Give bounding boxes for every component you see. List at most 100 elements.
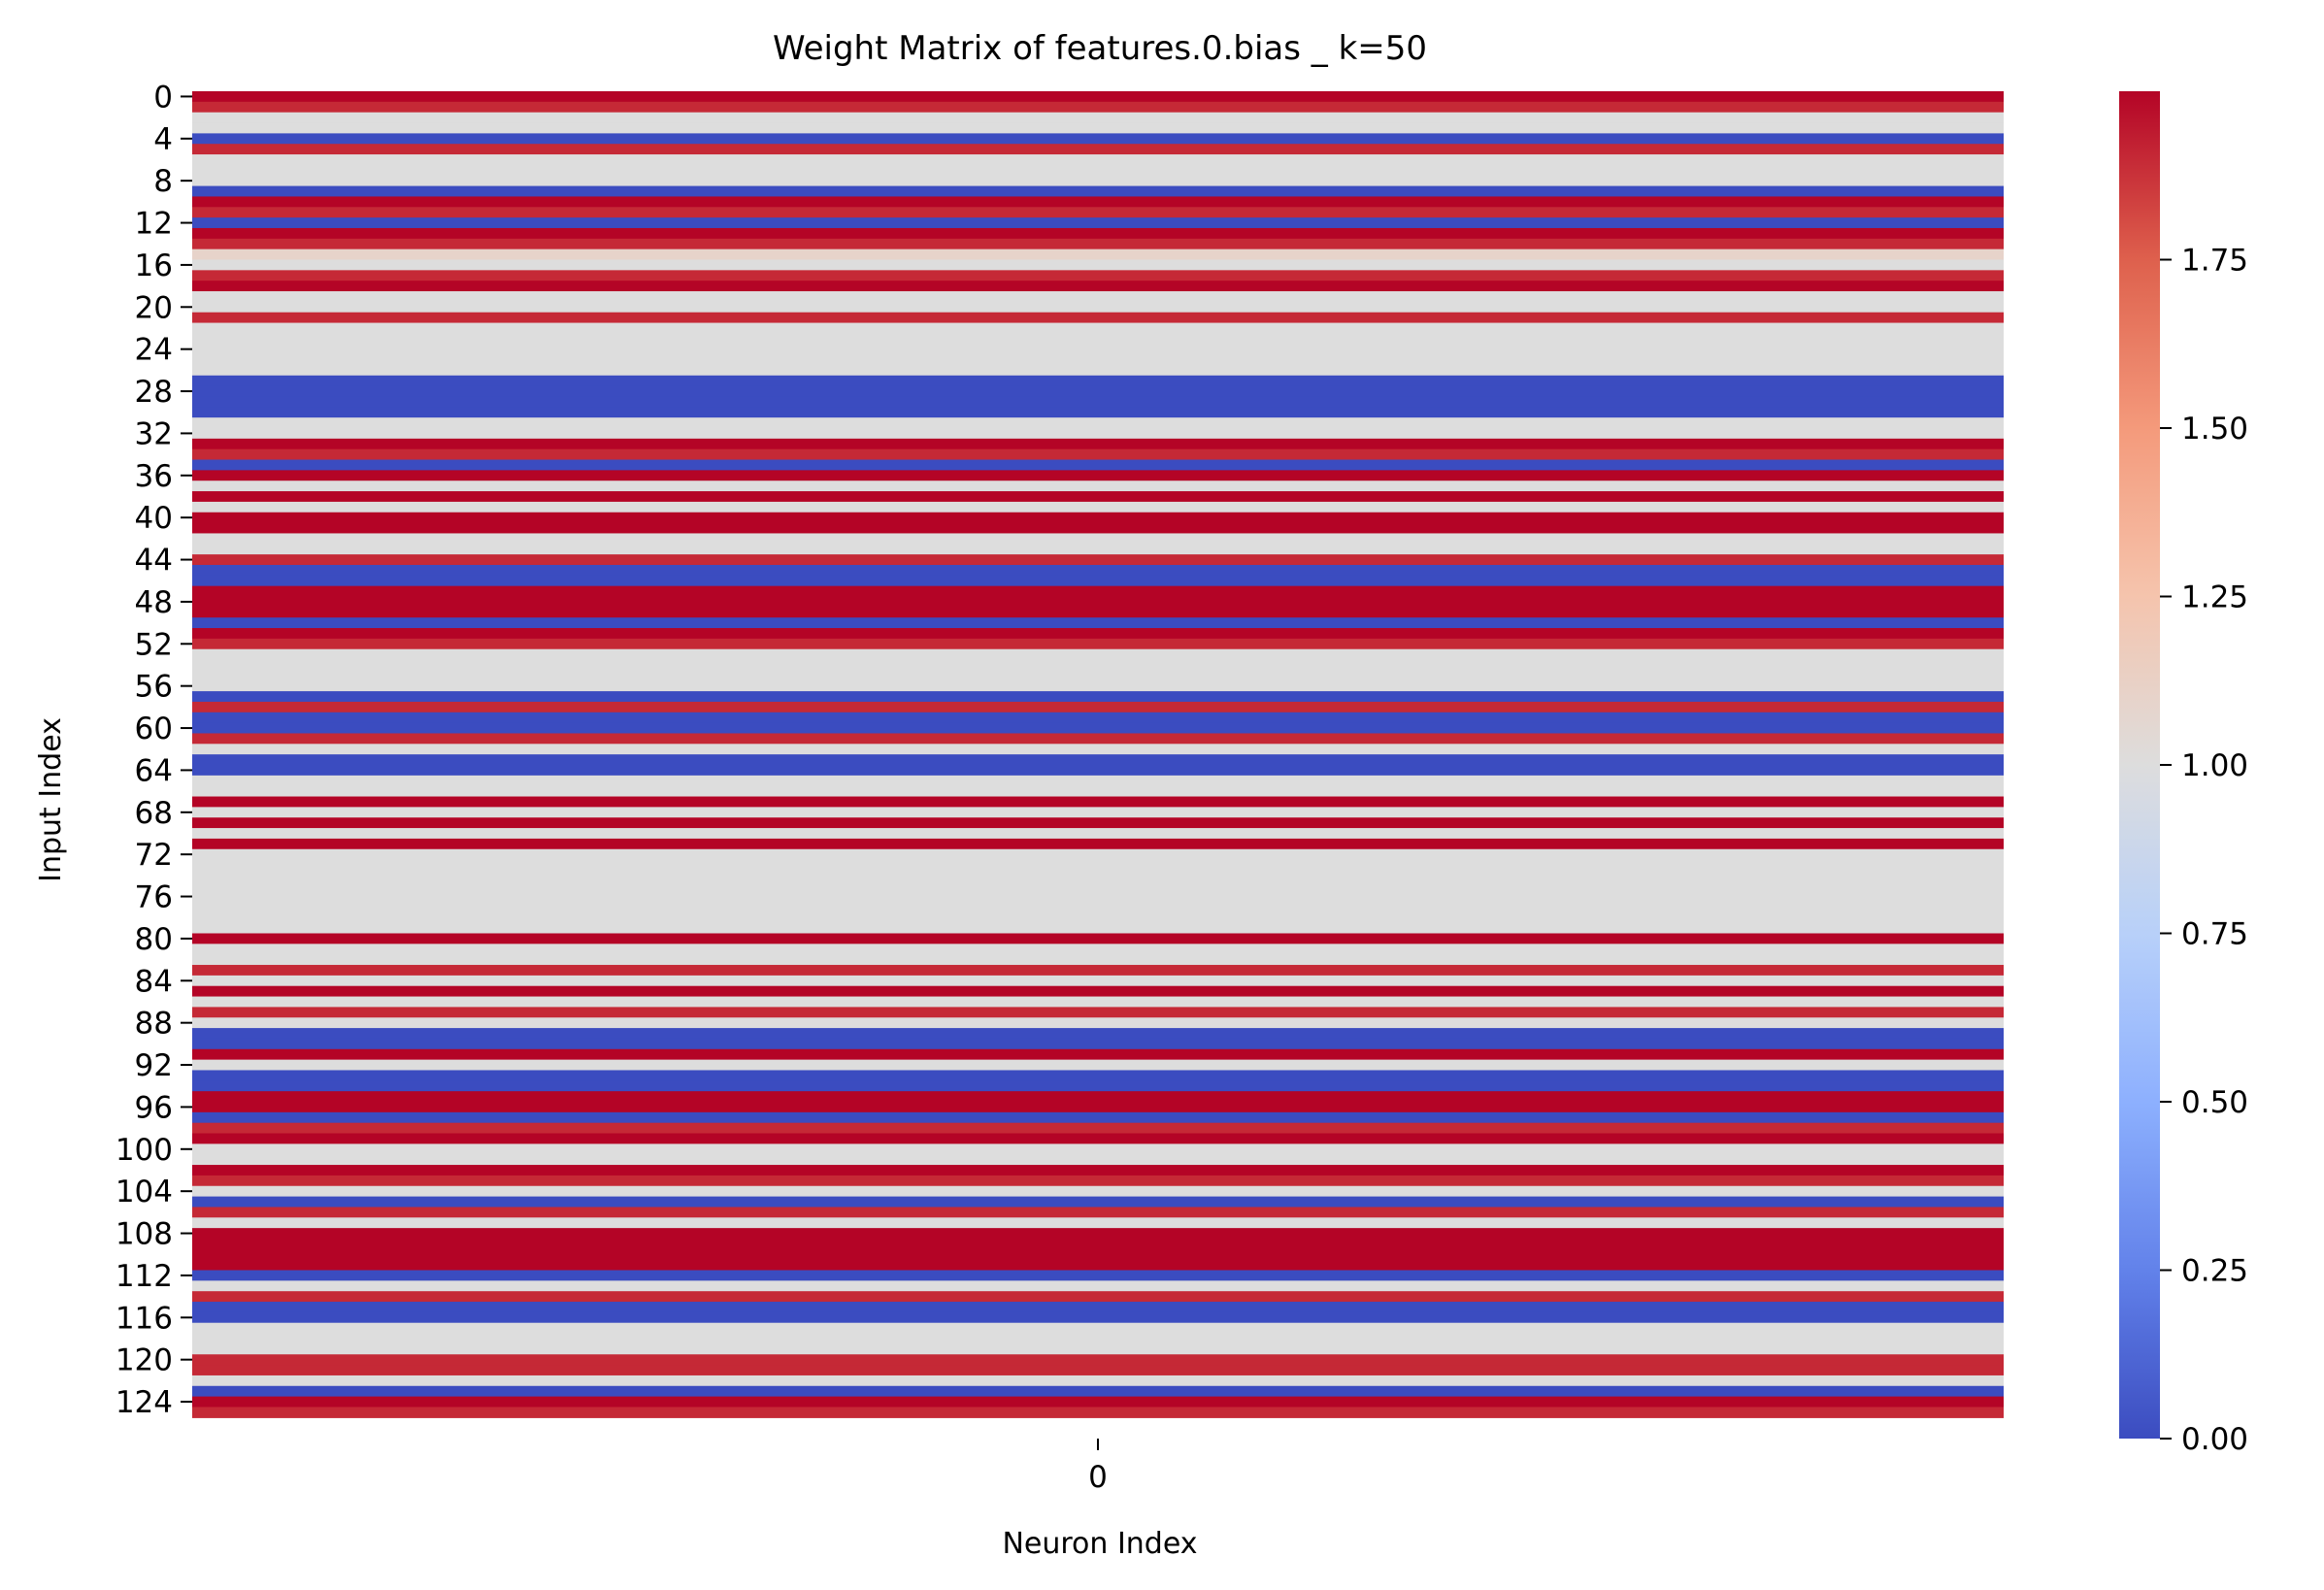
heatmap-cell	[192, 1185, 2004, 1198]
heatmap-cell	[192, 996, 2004, 1008]
heatmap-cell	[192, 544, 2004, 555]
heatmap-cells	[192, 91, 2004, 1418]
y-tick-label: 36	[135, 459, 173, 494]
heatmap-cell	[192, 1111, 2004, 1124]
heatmap-cell	[192, 817, 2004, 829]
heatmap-cell	[192, 175, 2004, 187]
heatmap-cell	[192, 1048, 2004, 1061]
heatmap-cell	[192, 680, 2004, 692]
heatmap-cell	[192, 217, 2004, 229]
y-tick-label: 56	[135, 670, 173, 705]
heatmap-cell	[192, 1122, 2004, 1135]
y-tick-label: 116	[116, 1301, 173, 1336]
y-tick-label: 104	[116, 1175, 173, 1209]
heatmap-cell	[192, 848, 2004, 861]
heatmap-cell	[192, 1302, 2004, 1313]
heatmap-cell	[192, 911, 2004, 924]
heatmap-cell	[192, 185, 2004, 198]
colorbar-tick-label: 0.00	[2181, 1422, 2248, 1457]
heatmap-cell	[192, 744, 2004, 755]
y-tick-label: 68	[135, 796, 173, 831]
heatmap-cell	[192, 291, 2004, 303]
heatmap-cell	[192, 670, 2004, 681]
heatmap-cell	[192, 754, 2004, 766]
heatmap-cell	[192, 364, 2004, 377]
y-tick-label: 20	[135, 290, 173, 325]
y-tick-label: 72	[135, 838, 173, 873]
y-tick-label: 84	[135, 964, 173, 999]
heatmap-cell	[192, 1080, 2004, 1092]
heatmap-cell	[192, 407, 2004, 418]
x-axis-label: Neuron Index	[1002, 1527, 1197, 1561]
colorbar-tick-label: 0.25	[2181, 1254, 2248, 1289]
heatmap-cell	[192, 554, 2004, 566]
heatmap-cell	[192, 785, 2004, 798]
heatmap-cell	[192, 1070, 2004, 1081]
heatmap-cell	[192, 564, 2004, 577]
heatmap-cell	[192, 101, 2004, 114]
heatmap-cell	[192, 281, 2004, 292]
heatmap-cell	[192, 385, 2004, 398]
heatmap-cell	[192, 1270, 2004, 1281]
y-tick-label: 88	[135, 1007, 173, 1042]
heatmap-cell	[192, 491, 2004, 503]
heatmap-cell	[192, 196, 2004, 208]
heatmap-cell	[192, 344, 2004, 355]
heatmap-cell	[192, 807, 2004, 818]
heatmap-cell	[192, 701, 2004, 713]
heatmap-cell	[192, 659, 2004, 671]
heatmap-cell	[192, 122, 2004, 134]
heatmap-cell	[192, 891, 2004, 903]
colorbar-tick-label: 0.75	[2181, 917, 2248, 952]
y-tick-label: 64	[135, 753, 173, 788]
heatmap-cell	[192, 522, 2004, 535]
heatmap-cell	[192, 248, 2004, 261]
heatmap-cell	[192, 1133, 2004, 1144]
y-tick-label: 16	[135, 248, 173, 283]
heatmap-cell	[192, 733, 2004, 745]
heatmap-cell	[192, 301, 2004, 314]
chart-title: Weight Matrix of features.0.bias _ k=50	[773, 29, 1427, 68]
y-tick-label: 4	[153, 122, 173, 157]
heatmap-cell	[192, 112, 2004, 124]
heatmap-cell	[192, 470, 2004, 481]
heatmap-cell	[192, 944, 2004, 955]
heatmap-cell	[192, 1175, 2004, 1187]
y-tick-label: 80	[135, 922, 173, 957]
heatmap-cell	[192, 1385, 2004, 1398]
heatmap-cell	[192, 1375, 2004, 1387]
heatmap-cell	[192, 648, 2004, 661]
heatmap-cell	[192, 975, 2004, 987]
heatmap-cell	[192, 238, 2004, 250]
heatmap-cell	[192, 585, 2004, 598]
heatmap-cell	[192, 1196, 2004, 1209]
y-tick-label: 76	[135, 880, 173, 915]
y-tick-label: 52	[135, 627, 173, 662]
heatmap-cell	[192, 1248, 2004, 1261]
heatmap-cell	[192, 333, 2004, 345]
heatmap-cell	[192, 1017, 2004, 1029]
heatmap-cell	[192, 838, 2004, 850]
y-tick-label: 24	[135, 333, 173, 368]
heatmap-cell	[192, 859, 2004, 872]
heatmap-cell	[192, 91, 2004, 103]
heatmap-cell	[192, 417, 2004, 429]
heatmap-cell	[192, 396, 2004, 408]
colorbar-tick-label: 0.50	[2181, 1085, 2248, 1120]
heatmap-cell	[192, 575, 2004, 587]
heatmap-cell	[192, 933, 2004, 944]
heatmap-cell	[192, 501, 2004, 513]
y-tick-label: 100	[116, 1133, 173, 1168]
heatmap-cell	[192, 954, 2004, 966]
heatmap-cell	[192, 617, 2004, 629]
heatmap-cell	[192, 1354, 2004, 1366]
heatmap-cell	[192, 1365, 2004, 1376]
heatmap-cell	[192, 1091, 2004, 1103]
heatmap-cell	[192, 1238, 2004, 1250]
colorbar-ticks: 0.00 0.25 0.50 0.75 1.00 1.25 1.50 1.75	[2160, 244, 2248, 1457]
heatmap-cell	[192, 1217, 2004, 1229]
heatmap-cell	[192, 270, 2004, 282]
heatmap-cell	[192, 448, 2004, 461]
heatmap-cell	[192, 1143, 2004, 1155]
